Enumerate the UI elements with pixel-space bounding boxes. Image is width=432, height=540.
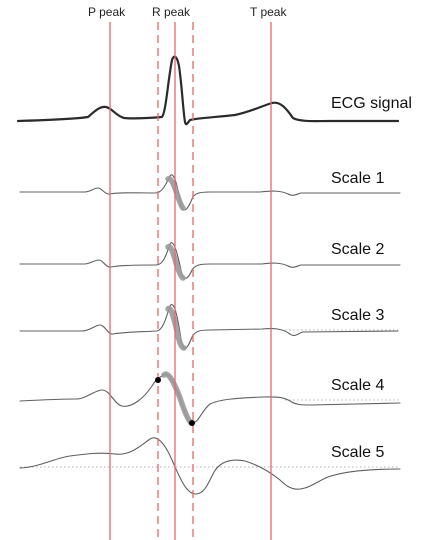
qrs-onset-point xyxy=(155,377,161,383)
p-peak-label: P peak xyxy=(88,5,126,19)
trace-scale5 xyxy=(19,437,401,495)
scale2-label: Scale 2 xyxy=(331,241,384,258)
qrs-offset-point xyxy=(189,420,195,426)
scale5-label: Scale 5 xyxy=(331,444,384,461)
trace-scale3 xyxy=(19,304,399,349)
highlight-scale3 xyxy=(165,305,187,351)
ecg-signal-label: ECG signal xyxy=(331,95,412,112)
scale3-label: Scale 3 xyxy=(331,307,384,324)
t-peak-label: T peak xyxy=(250,5,287,19)
marker-lines xyxy=(109,22,272,540)
baselines xyxy=(20,329,400,468)
r-peak-label: R peak xyxy=(152,5,191,19)
qrs-highlights xyxy=(161,175,194,426)
scale1-label: Scale 1 xyxy=(331,170,384,187)
highlight-scale1 xyxy=(165,175,186,211)
ecg-signal-trace xyxy=(16,55,400,126)
highlight-scale4 xyxy=(161,371,194,426)
highlight-scale2 xyxy=(165,243,186,281)
trace-scale2 xyxy=(19,242,401,279)
scale4-label: Scale 4 xyxy=(331,377,384,394)
trace-scale1 xyxy=(19,174,401,211)
